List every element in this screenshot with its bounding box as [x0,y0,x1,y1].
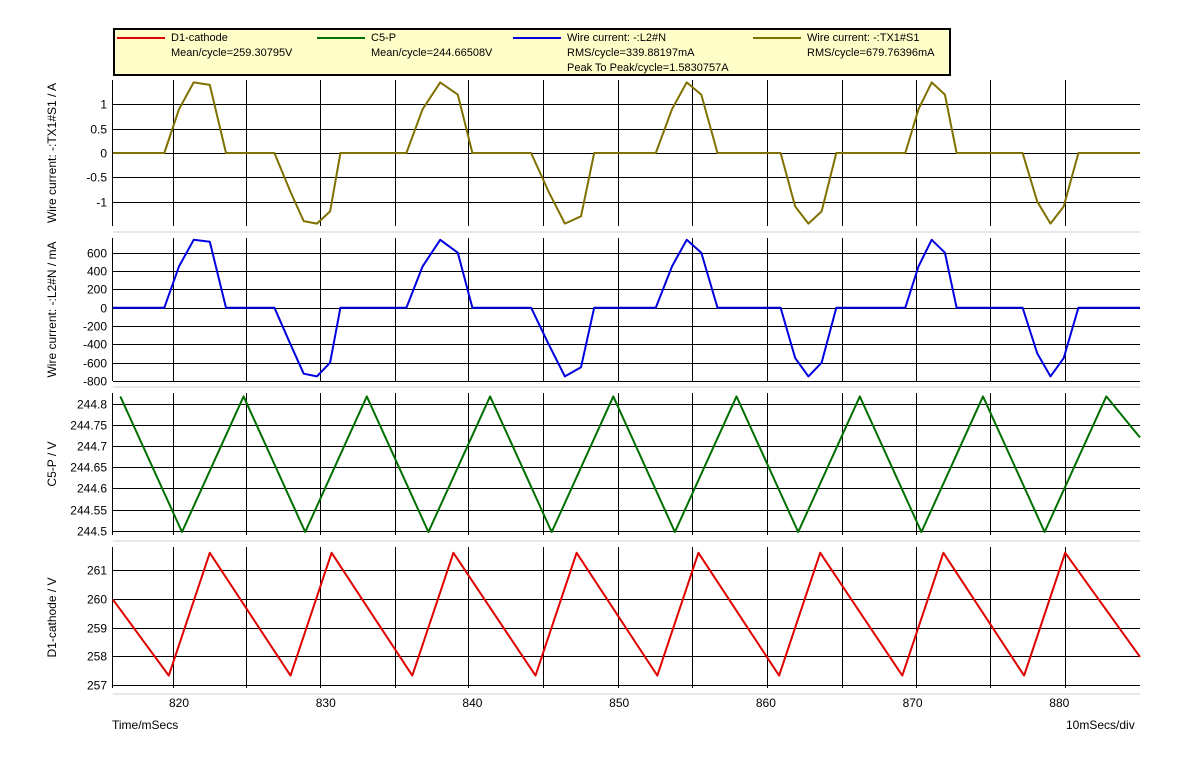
y-tick-label: -400 [83,338,107,352]
y-axis-title: Wire current: -:TX1#S1 / A [45,83,59,223]
legend-swatch [317,37,365,39]
y-tick-label: 259 [87,622,107,636]
series-line [113,81,1140,225]
y-tick-label: -200 [83,320,107,334]
legend-stat: RMS/cycle=679.76396mA [807,47,935,59]
x-tick-label: 870 [903,696,923,710]
x-tick-label: 860 [756,696,776,710]
y-tick-label: -0.5 [86,171,107,185]
y-tick-label: 244.6 [77,482,107,496]
y-tick-label: 244.75 [70,419,107,433]
panel-tx1-current: 1 0.5 0 -0.5 -1 Wire current: -:TX1#S1 / A [45,80,1140,233]
x-tick-label: 880 [1049,696,1069,710]
y-tick-label: 244.8 [77,398,107,412]
x-tick-label: 830 [316,696,336,710]
legend-swatch [753,37,801,39]
y-tick-label: 244.65 [70,461,107,475]
y-tick-label: 0 [100,147,107,161]
y-tick-label: 200 [87,283,107,297]
y-tick-label: 1 [100,98,107,112]
y-tick-label: 600 [87,247,107,261]
series-line [112,551,1141,677]
y-tick-label: -1 [96,196,107,210]
legend-series-name: D1-cathode [171,32,228,44]
legend-stat: Peak To Peak/cycle=1.5830757A [567,62,729,74]
y-tick-label: -800 [83,375,107,389]
x-tick-label: 850 [609,696,629,710]
legend-box: D1-cathode Mean/cycle=259.30795V C5-P Me… [113,28,951,76]
legend-stat: RMS/cycle=339.88197mA [567,47,695,59]
y-tick-label: 244.7 [77,440,107,454]
y-tick-label: 400 [87,265,107,279]
legend-series-name: Wire current: -:L2#N [567,32,667,44]
series-line [119,395,1141,533]
panel-l2-current: 600 400 200 0 -200 -400 -600 -800 Wire current: … [45,238,1140,389]
y-tick-label: 244.55 [70,504,107,518]
x-tick-label: 820 [169,696,189,710]
y-tick-label: 261 [87,564,107,578]
legend-series-name: Wire current: -:TX1#S1 [807,32,920,44]
legend-swatch [513,37,561,39]
y-tick-label: 244.5 [77,525,107,539]
legend-swatch [117,37,165,39]
y-axis-title: D1-cathode / V [45,577,59,657]
y-tick-label: 0 [100,302,107,316]
x-axis-label: Time/mSecs [112,718,179,732]
legend-series-name: C5-P [371,32,397,44]
x-scale-label: 10mSecs/div [1066,718,1135,732]
panel-d1-voltage: 261 260 259 258 257 820 830 840 850 860 870 880 D1-c… [45,547,1141,710]
series-line [113,238,1140,378]
y-axis-title: Wire current: -:L2#N / mA [45,241,59,377]
y-tick-label: 260 [87,593,107,607]
y-tick-label: 258 [87,650,107,664]
y-tick-label: -600 [83,357,107,371]
legend-stat: Mean/cycle=244.66508V [371,47,493,59]
panel-c5-voltage: 244.8 244.75 244.7 244.65 244.6 244.55 244.5 C5… [45,393,1141,542]
y-tick-label: 257 [87,679,107,693]
x-tick-label: 840 [462,696,482,710]
legend-stat: Mean/cycle=259.30795V [171,47,293,59]
y-tick-label: 0.5 [90,123,107,137]
y-axis-title: C5-P / V [45,441,59,486]
